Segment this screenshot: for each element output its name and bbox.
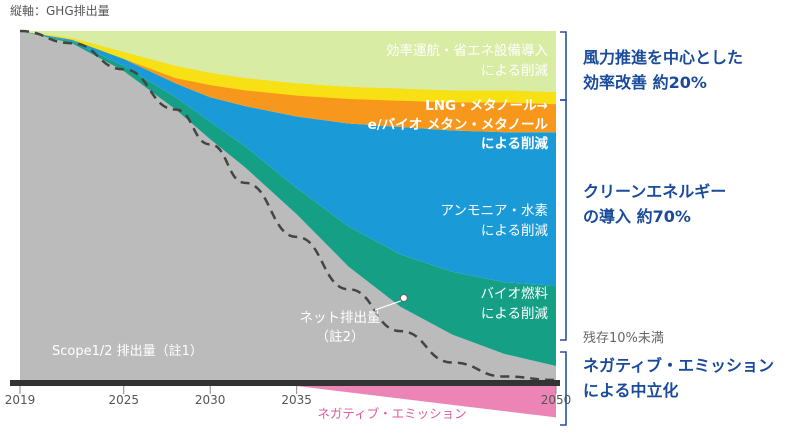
label-biofuel: による削減 [481,305,549,322]
x-tick-label: 2019 [5,393,36,407]
label-lng-methanol: による削減 [481,135,549,152]
label-scope12: Scope1/2 排出量（註1） [52,344,203,359]
area-ammonia-hydrogen [20,31,556,286]
label-negative-emission: ネガティブ・エミッション [317,406,466,421]
side-label-efficiency: 風力推進を中心とした [583,48,743,67]
x-axis: 2019 2025 2030 2035 2050 [5,380,572,407]
y-axis-label: 縦軸：GHG排出量 [10,4,110,18]
area-efficiency [20,31,556,93]
side-label-clean-energy: の導入 約70% [583,207,691,226]
bracket-negative [560,351,567,426]
side-label-negative: ネガティブ・エミッション [583,356,774,375]
bracket-efficiency [560,31,567,101]
side-label-negative: による中立化 [583,381,679,400]
stacked-areas [20,31,556,418]
label-efficiency: による削減 [481,62,549,79]
area-scope12 [20,31,556,380]
side-label-residual: 残存10%未満 [583,331,664,346]
side-label-efficiency: 効率改善 約20% [583,73,707,92]
net-line-pointer [374,300,402,311]
label-ammonia-hydrogen: アンモニア・水素 [441,203,548,219]
bracket-clean-energy [560,99,567,341]
x-tick-label: 2050 [541,393,572,407]
label-lng-methanol: e/バイオ メタン・メタノール [368,117,549,133]
x-tick-label: 2030 [195,393,226,407]
label-lng-methanol: LNG・メタノール→ [425,98,548,114]
label-ammonia-hydrogen: による削減 [481,222,549,239]
net-emission-line-group [19,29,557,382]
side-label-clean-energy: クリーンエネルギー [583,182,726,201]
x-axis-bar [10,380,560,386]
label-efficiency: 効率運航・省エネ設備導入 [386,42,548,59]
area-biofuel [20,31,556,367]
label-biofuel: バイオ燃料 [481,285,549,302]
net-emission-line [19,29,557,382]
area-lng-methanol [20,31,556,133]
x-tick-label: 2035 [281,393,312,407]
area-negative-emission [296,386,556,418]
x-tick-label: 2025 [108,393,139,407]
area-yellow-accent [20,31,556,105]
label-net-emission: ネット排出量 [300,310,381,326]
label-net-emission: （註2） [315,329,364,345]
net-line-marker [399,293,408,302]
